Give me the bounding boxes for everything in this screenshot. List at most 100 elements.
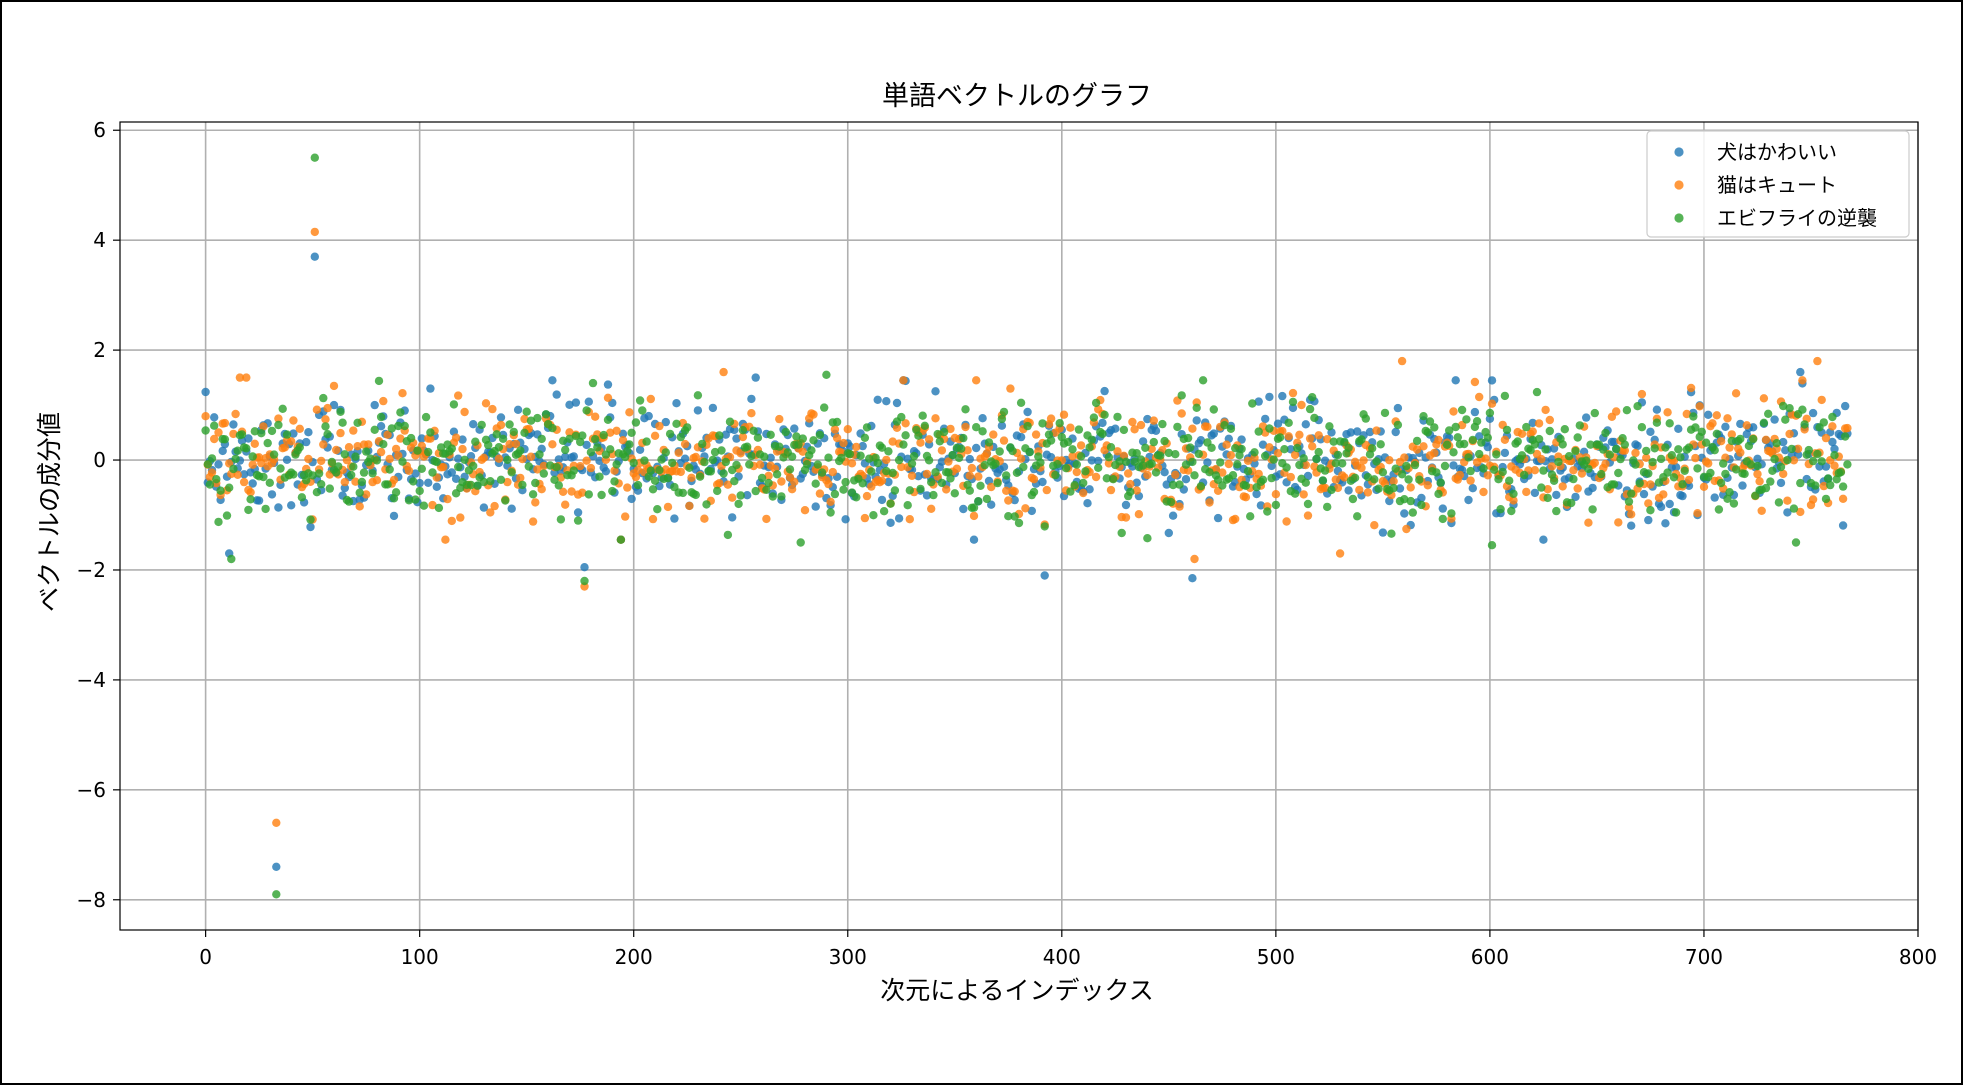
data-point [1320,483,1330,493]
data-point [751,373,760,382]
data-point [627,428,636,437]
data-point [1768,466,1777,475]
data-point [708,403,718,413]
data-point [1121,457,1131,466]
data-point [1477,438,1486,447]
data-point [310,227,319,237]
data-point [777,492,786,501]
data-point [961,422,970,432]
data-point [1081,467,1090,476]
data-point [1188,424,1197,433]
data-point [372,456,382,465]
data-point [1796,507,1805,517]
data-point [1449,461,1458,470]
data-point [984,438,994,447]
data-point [398,457,407,466]
data-point [1397,470,1407,479]
data-point [665,429,675,439]
data-point [458,444,467,454]
data-point [775,414,784,424]
data-point [897,412,906,422]
data-point [817,468,827,477]
data-point [1573,433,1582,442]
data-point [796,538,805,547]
data-point [1779,469,1788,479]
data-point [736,449,745,458]
data-point [1027,506,1037,516]
data-point [469,420,478,429]
data-point [841,477,850,487]
data-point [860,433,870,442]
data-point [747,451,756,461]
data-point [1098,418,1107,428]
data-point [561,500,570,509]
data-point [263,438,272,448]
data-point [1280,445,1289,454]
data-point [967,463,977,473]
data-point [233,446,242,455]
data-point [1295,460,1304,470]
data-point [1205,498,1214,507]
data-point [1755,477,1764,486]
data-point [473,481,482,490]
data-point [1004,512,1013,521]
data-point [1061,464,1071,473]
data-point [246,495,255,504]
data-point [661,417,670,427]
data-point [1830,451,1839,460]
data-point [1243,456,1253,465]
data-point [394,451,403,460]
data-point [1329,437,1338,446]
data-point [815,430,825,440]
data-point [1014,518,1024,528]
data-point [965,486,974,495]
data-point [400,421,409,431]
data-point [210,413,219,422]
y-tick-label: 2 [93,338,106,362]
data-point [1612,444,1621,454]
data-point [1038,477,1047,487]
data-point [1470,407,1480,417]
data-point [1530,466,1540,475]
data-point [259,472,268,482]
data-point [837,453,846,463]
data-point [1761,483,1771,493]
data-point [1305,404,1315,414]
data-point [899,376,908,385]
data-point [888,437,897,446]
data-point [807,446,816,455]
data-point [719,367,728,377]
data-point [987,500,996,509]
data-point [1509,489,1518,498]
data-point [1357,463,1366,473]
data-point [937,457,947,466]
data-point [447,444,456,453]
data-point [1785,404,1794,413]
data-point [1012,468,1022,477]
data-point [413,446,422,455]
data-point [274,414,283,423]
data-point [1740,469,1749,479]
data-point [685,501,694,511]
data-point [1271,500,1281,510]
data-point [653,505,662,514]
data-point [595,472,604,481]
data-point [1530,488,1540,498]
data-point [676,467,685,477]
data-point [1113,412,1122,422]
data-point [1164,528,1174,538]
data-point [959,433,968,443]
data-point [207,454,217,463]
data-point [1303,499,1313,509]
data-point [567,487,576,496]
data-point [969,535,979,544]
data-point [302,476,311,485]
data-point [1198,376,1208,385]
data-point [775,442,784,451]
data-point [1188,457,1197,467]
data-point [1250,448,1259,457]
data-point [1753,469,1762,479]
data-point [1759,394,1769,403]
data-point [1374,484,1383,493]
data-point [546,461,555,470]
